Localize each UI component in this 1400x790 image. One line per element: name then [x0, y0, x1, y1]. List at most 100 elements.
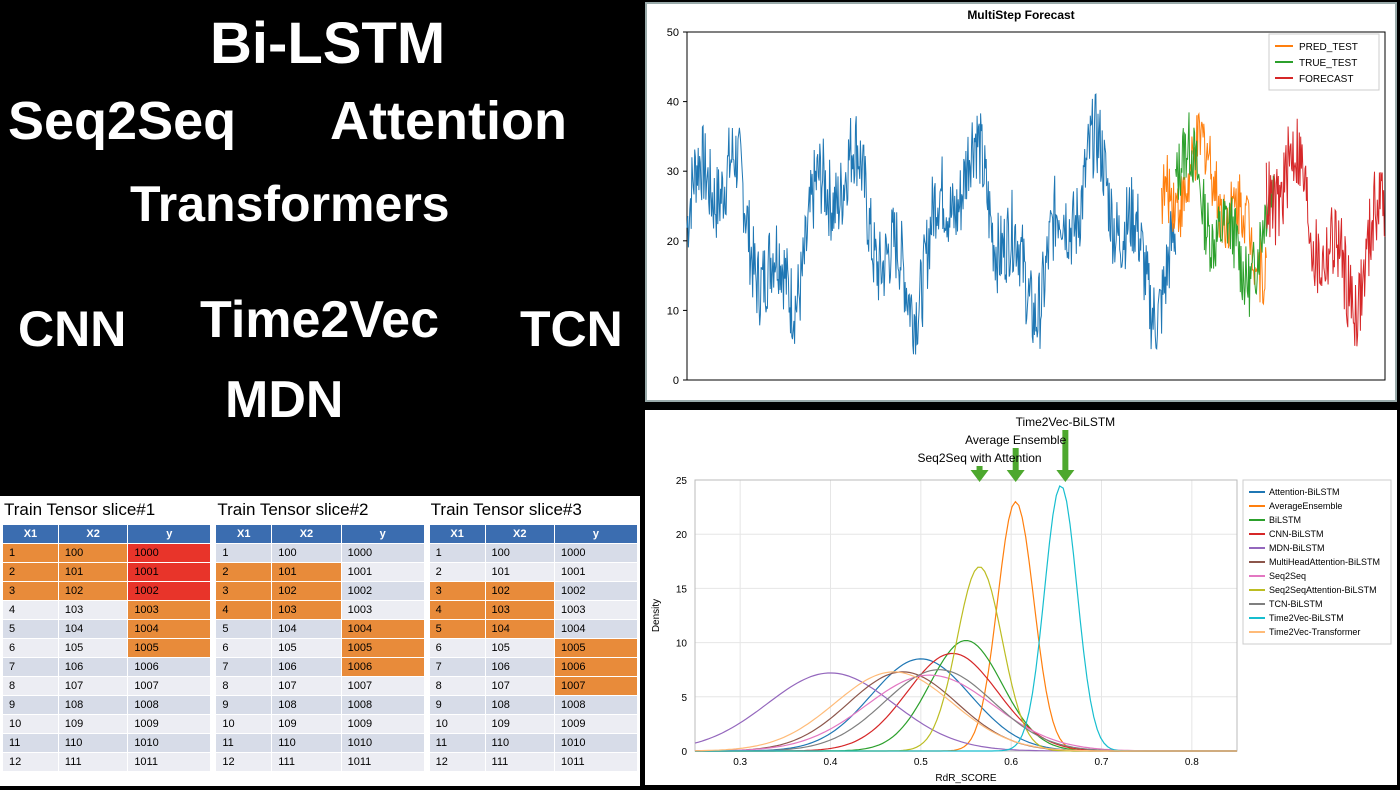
svg-text:Time2Vec-Transformer: Time2Vec-Transformer	[1269, 627, 1360, 637]
word-cloud-term: Seq2Seq	[8, 90, 236, 152]
table-cell: 110	[272, 734, 341, 753]
table-cell: 1003	[341, 601, 424, 620]
tensor-tables: Train Tensor slice#1X1X2y110010002101100…	[0, 496, 640, 786]
table-cell: 1007	[341, 677, 424, 696]
svg-text:Seq2Seq: Seq2Seq	[1269, 571, 1306, 581]
table-cell: 6	[3, 639, 59, 658]
table-cell: 1008	[128, 696, 211, 715]
table-cell: 9	[216, 696, 272, 715]
table-header: y	[554, 525, 637, 544]
table-cell: 3	[3, 582, 59, 601]
table-cell: 103	[58, 601, 127, 620]
table-header: X1	[3, 525, 59, 544]
table-cell: 1009	[128, 715, 211, 734]
table-cell: 1	[216, 544, 272, 563]
table-cell: 100	[272, 544, 341, 563]
table-cell: 100	[58, 544, 127, 563]
svg-text:20: 20	[667, 236, 679, 248]
table-header: X1	[429, 525, 485, 544]
table-cell: 8	[3, 677, 59, 696]
table-cell: 12	[429, 753, 485, 772]
word-cloud-term: Time2Vec	[200, 290, 439, 350]
svg-text:TRUE_TEST: TRUE_TEST	[1299, 58, 1357, 69]
tensor-slice: Train Tensor slice#2X1X2y110010002101100…	[215, 498, 424, 784]
table-cell: 10	[429, 715, 485, 734]
svg-text:RdR_SCORE: RdR_SCORE	[935, 773, 996, 784]
table-cell: 11	[429, 734, 485, 753]
table-cell: 5	[429, 620, 485, 639]
table-cell: 1011	[554, 753, 637, 772]
svg-text:MDN-BiLSTM: MDN-BiLSTM	[1269, 543, 1325, 553]
table-cell: 8	[429, 677, 485, 696]
table-cell: 101	[485, 563, 554, 582]
table-cell: 11	[216, 734, 272, 753]
table-cell: 1008	[554, 696, 637, 715]
table-cell: 104	[272, 620, 341, 639]
svg-text:15: 15	[676, 584, 688, 595]
table-title: Train Tensor slice#3	[429, 498, 638, 524]
table-cell: 106	[485, 658, 554, 677]
table-cell: 10	[3, 715, 59, 734]
table-cell: 102	[272, 582, 341, 601]
table-cell: 6	[216, 639, 272, 658]
table-cell: 7	[216, 658, 272, 677]
table-cell: 7	[3, 658, 59, 677]
table-cell: 1007	[128, 677, 211, 696]
table-cell: 108	[58, 696, 127, 715]
word-cloud-term: Bi-LSTM	[210, 10, 445, 77]
forecast-title: MultiStep Forecast	[647, 4, 1395, 22]
svg-text:20: 20	[676, 530, 688, 541]
table-cell: 1000	[341, 544, 424, 563]
table-cell: 100	[485, 544, 554, 563]
table-cell: 4	[3, 601, 59, 620]
svg-text:10: 10	[676, 639, 688, 650]
word-cloud-term: Transformers	[130, 175, 450, 233]
table-cell: 12	[216, 753, 272, 772]
svg-text:Seq2SeqAttention-BiLSTM: Seq2SeqAttention-BiLSTM	[1269, 585, 1377, 595]
svg-text:Attention-BiLSTM: Attention-BiLSTM	[1269, 487, 1340, 497]
tensor-table: X1X2y11001000210110013102100241031003510…	[2, 524, 211, 772]
table-cell: 5	[3, 620, 59, 639]
table-cell: 1001	[341, 563, 424, 582]
table-header: X2	[272, 525, 341, 544]
table-cell: 1000	[554, 544, 637, 563]
table-cell: 9	[3, 696, 59, 715]
table-cell: 109	[58, 715, 127, 734]
table-cell: 101	[272, 563, 341, 582]
table-title: Train Tensor slice#1	[2, 498, 211, 524]
tensor-table: X1X2y11001000210110013102100241031003510…	[429, 524, 638, 772]
table-title: Train Tensor slice#2	[215, 498, 424, 524]
tensor-slice: Train Tensor slice#3X1X2y110010002101100…	[429, 498, 638, 784]
svg-text:40: 40	[667, 97, 679, 109]
svg-text:50: 50	[667, 27, 679, 39]
table-cell: 1005	[341, 639, 424, 658]
table-cell: 5	[216, 620, 272, 639]
tensor-slice: Train Tensor slice#1X1X2y110010002101100…	[2, 498, 211, 784]
table-cell: 105	[58, 639, 127, 658]
svg-text:25: 25	[676, 476, 688, 487]
table-cell: 108	[272, 696, 341, 715]
svg-text:30: 30	[667, 166, 679, 178]
svg-text:0: 0	[681, 747, 687, 758]
table-cell: 1011	[128, 753, 211, 772]
svg-text:10: 10	[667, 305, 679, 317]
table-cell: 1001	[554, 563, 637, 582]
table-cell: 2	[216, 563, 272, 582]
table-header: X1	[216, 525, 272, 544]
table-cell: 104	[58, 620, 127, 639]
table-cell: 107	[272, 677, 341, 696]
table-cell: 3	[429, 582, 485, 601]
table-cell: 102	[485, 582, 554, 601]
svg-text:FORECAST: FORECAST	[1299, 74, 1353, 85]
table-cell: 101	[58, 563, 127, 582]
word-cloud-term: CNN	[18, 300, 126, 358]
table-cell: 12	[3, 753, 59, 772]
svg-text:Time2Vec-BiLSTM: Time2Vec-BiLSTM	[1016, 415, 1116, 429]
word-cloud: Bi-LSTMSeq2SeqAttentionTransformersCNNTi…	[0, 0, 640, 470]
table-cell: 4	[429, 601, 485, 620]
table-cell: 1005	[554, 639, 637, 658]
table-cell: 2	[429, 563, 485, 582]
table-cell: 7	[429, 658, 485, 677]
table-cell: 1005	[128, 639, 211, 658]
table-cell: 111	[485, 753, 554, 772]
